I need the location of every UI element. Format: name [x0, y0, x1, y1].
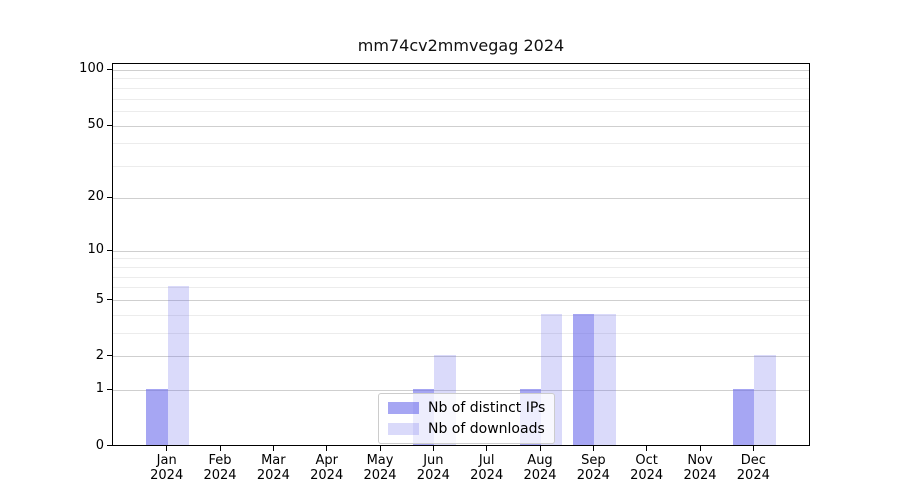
- gridline-minor: [113, 143, 809, 145]
- x-tick-label: Mar 2024: [233, 453, 313, 483]
- x-tick-label-month: Nov: [687, 453, 713, 468]
- bar-distinct-ips-dec: [733, 388, 755, 445]
- y-tick-mark: [107, 299, 112, 300]
- x-tick-mark: [326, 446, 328, 451]
- x-tick-label: Apr 2024: [287, 453, 367, 483]
- y-tick-label: 0: [95, 437, 104, 453]
- x-tick-mark: [379, 446, 381, 451]
- x-tick-label-year: 2024: [683, 468, 717, 483]
- gridline-minor: [113, 333, 809, 335]
- gridline-minor: [113, 314, 809, 316]
- x-tick-label: Jun 2024: [393, 453, 473, 483]
- y-tick-mark: [107, 196, 112, 198]
- bar-downloads-sep: [594, 313, 616, 445]
- gridline-minor: [113, 258, 809, 260]
- x-tick-label: Oct 2024: [607, 453, 687, 483]
- gridline-minor: [113, 111, 809, 113]
- x-tick-label: May 2024: [340, 453, 420, 483]
- x-tick-label-month: Aug: [527, 453, 553, 468]
- x-tick-mark: [486, 446, 488, 451]
- x-tick-label-year: 2024: [256, 468, 290, 483]
- bar-downloads-jan: [167, 286, 189, 445]
- bar-downloads-dec: [754, 355, 776, 445]
- y-tick-label: 100: [79, 61, 104, 77]
- legend: Nb of distinct IPs Nb of downloads: [378, 393, 556, 444]
- x-tick-label-year: 2024: [363, 468, 397, 483]
- legend-item-label: Nb of distinct IPs: [428, 400, 546, 416]
- gridline-minor: [113, 166, 809, 168]
- y-tick-label: 2: [95, 347, 104, 363]
- x-tick-label-month: Jul: [478, 453, 495, 468]
- y-tick-mark: [107, 445, 112, 446]
- y-tick-label: 10: [87, 242, 104, 258]
- x-tick-label-month: May: [366, 453, 394, 468]
- chart-title: mm74cv2mmvegag 2024: [357, 36, 565, 55]
- x-tick-label-month: Jan: [156, 453, 177, 468]
- gridline-major: [113, 389, 809, 391]
- x-tick-label-month: Feb: [208, 453, 232, 468]
- x-tick-label: Aug 2024: [500, 453, 580, 483]
- y-tick-label: 50: [87, 117, 104, 133]
- x-tick-label-year: 2024: [736, 468, 770, 483]
- x-tick-label-month: Mar: [261, 453, 286, 468]
- bar-distinct-ips-jan: [146, 388, 168, 445]
- x-tick-label-year: 2024: [630, 468, 664, 483]
- x-tick-label-year: 2024: [523, 468, 557, 483]
- x-tick-label: Jan 2024: [127, 453, 207, 483]
- x-tick-label-year: 2024: [416, 468, 450, 483]
- x-tick-label-year: 2024: [150, 468, 184, 483]
- y-tick-label: 20: [87, 189, 104, 205]
- x-tick-mark: [539, 446, 541, 451]
- x-tick-mark: [432, 446, 434, 451]
- y-tick-mark: [107, 249, 112, 251]
- gridline-major: [113, 197, 809, 199]
- bar-distinct-ips-sep: [573, 313, 595, 445]
- x-tick-label: Dec 2024: [713, 453, 793, 483]
- x-tick-mark: [272, 446, 274, 451]
- y-tick-label: 5: [95, 291, 104, 307]
- y-tick-label: 1: [95, 381, 104, 397]
- x-tick-label-month: Oct: [635, 453, 658, 468]
- x-tick-label-month: Sep: [581, 453, 606, 468]
- y-tick-mark: [107, 124, 112, 126]
- legend-item-label: Nb of downloads: [428, 421, 545, 437]
- y-tick-mark: [107, 388, 112, 390]
- gridline-minor: [113, 266, 809, 268]
- gridline-major: [113, 69, 809, 71]
- x-tick-label-month: Jun: [423, 453, 444, 468]
- x-tick-mark: [752, 446, 754, 451]
- legend-swatch: [388, 423, 419, 435]
- legend-item: Nb of distinct IPs: [388, 400, 545, 416]
- x-tick-label: Sep 2024: [553, 453, 633, 483]
- legend-item: Nb of downloads: [388, 421, 545, 437]
- x-tick-mark: [592, 446, 594, 451]
- legend-swatch: [388, 402, 419, 414]
- gridline-minor: [113, 287, 809, 289]
- gridline-major: [113, 300, 809, 301]
- x-tick-mark: [219, 446, 221, 451]
- x-tick-label: Feb 2024: [180, 453, 260, 483]
- gridline-major: [113, 250, 809, 252]
- x-tick-label-year: 2024: [203, 468, 237, 483]
- x-tick-label-year: 2024: [470, 468, 504, 483]
- x-tick-label: Nov 2024: [660, 453, 740, 483]
- x-tick-mark: [166, 446, 168, 451]
- gridline-major: [113, 356, 809, 358]
- x-tick-label-year: 2024: [310, 468, 344, 483]
- gridline-minor: [113, 78, 809, 80]
- y-tick-mark: [107, 355, 112, 357]
- plot-area: [112, 63, 810, 446]
- x-tick-mark: [699, 446, 701, 451]
- x-tick-mark: [646, 446, 648, 451]
- x-tick-label-month: Dec: [740, 453, 766, 468]
- x-tick-label: Jul 2024: [447, 453, 527, 483]
- gridline-minor: [113, 98, 809, 100]
- gridline-minor: [113, 276, 809, 278]
- gridline-major: [113, 125, 809, 127]
- gridline-minor: [113, 87, 809, 89]
- y-tick-mark: [107, 68, 112, 70]
- x-tick-label-month: Apr: [315, 453, 338, 468]
- x-tick-label-year: 2024: [576, 468, 610, 483]
